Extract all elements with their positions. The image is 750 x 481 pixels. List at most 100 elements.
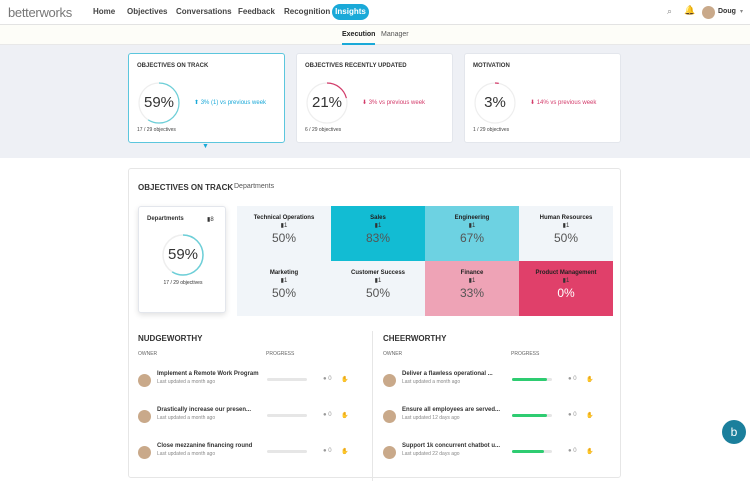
progress-bar	[267, 378, 307, 381]
objective-title[interactable]: Ensure all employees are served...	[402, 407, 501, 413]
nav-recognition[interactable]: Recognition	[284, 7, 331, 16]
dept-cell[interactable]: Engineering ▮1 67%	[425, 206, 519, 261]
dept-cell[interactable]: Product Management ▮1 0%	[519, 261, 613, 316]
dept-cell[interactable]: Marketing ▮1 50%	[237, 261, 331, 316]
selected-indicator-icon: ▼	[202, 143, 209, 150]
dept-cell[interactable]: Finance ▮1 33%	[425, 261, 519, 316]
card-value: 3%	[484, 94, 506, 111]
bell-icon[interactable]: 🔔	[684, 5, 696, 15]
list-item[interactable]: Ensure all employees are served... Last u…	[383, 407, 608, 427]
team-icon: ▮1	[562, 223, 570, 229]
dept-objectives: 17 / 29 objectives	[163, 280, 203, 286]
dept-percent: 50%	[271, 286, 297, 300]
avatar	[138, 446, 151, 459]
comment-count[interactable]: ● 0	[323, 376, 332, 382]
last-updated: Last updated a month ago	[157, 379, 216, 385]
card-delta: ⬇ 14% vs previous week	[530, 100, 597, 106]
avatar	[383, 374, 396, 387]
list-item[interactable]: Support 1k concurrent chatbot u... Last u…	[383, 443, 608, 463]
comment-count[interactable]: ● 0	[568, 412, 577, 418]
dept-cell[interactable]: Sales ▮1 83%	[331, 206, 425, 261]
nav-insights[interactable]: Insights	[332, 4, 369, 20]
progress-header: PROGRESS	[511, 351, 540, 357]
objective-title[interactable]: Implement a Remote Work Program	[157, 371, 259, 377]
tab-manager[interactable]: Manager	[381, 31, 409, 38]
nav-home[interactable]: Home	[93, 7, 116, 16]
comment-count[interactable]: ● 0	[568, 376, 577, 382]
progress-bar	[512, 450, 552, 453]
dept-percent: 50%	[553, 231, 579, 245]
dept-cell[interactable]: Technical Operations ▮1 50%	[237, 206, 331, 261]
chevron-down-icon[interactable]: ▾	[740, 9, 744, 15]
dept-name: Engineering	[454, 215, 490, 221]
list-item[interactable]: Drastically increase our presen... Last u…	[138, 407, 363, 427]
card-count: 17 / 29 objectives	[137, 127, 176, 133]
objective-title[interactable]: Deliver a flawless operational ...	[402, 371, 493, 377]
dept-value: 59%	[167, 246, 199, 263]
dept-percent: 50%	[271, 231, 297, 245]
dept-percent: 0%	[557, 286, 575, 300]
detail-panel: OBJECTIVES ON TRACK Departments Departme…	[128, 168, 621, 481]
divider	[372, 331, 373, 481]
team-icon: ▮1	[374, 278, 382, 284]
avatar	[138, 374, 151, 387]
departments-card[interactable]: Departments ▮8 59% 17 / 29 objectives	[138, 206, 226, 313]
dept-name: Marketing	[269, 270, 299, 276]
cheer-icon[interactable]: ✋	[586, 449, 594, 455]
nav-feedback[interactable]: Feedback	[238, 7, 275, 16]
card-value: 21%	[311, 94, 343, 111]
progress-bar	[267, 414, 307, 417]
list-item[interactable]: Implement a Remote Work Program Last upda…	[138, 371, 363, 391]
dept-ring	[162, 234, 204, 276]
sub-tabs: Execution Manager	[0, 25, 750, 45]
dept-name: Product Management	[535, 270, 597, 276]
team-icon: ▮1	[374, 223, 382, 229]
team-icon: ▮1	[280, 278, 288, 284]
summary-card[interactable]: OBJECTIVES ON TRACK 59% ⬆ 3% (1) vs prev…	[128, 53, 285, 143]
filter-departments[interactable]: Departments	[234, 183, 275, 190]
comment-count[interactable]: ● 0	[323, 448, 332, 454]
comment-count[interactable]: ● 0	[568, 448, 577, 454]
dept-percent: 83%	[365, 231, 391, 245]
list-item[interactable]: Close mezzanine financing round Last upda…	[138, 443, 363, 463]
dept-name: Finance	[460, 270, 484, 276]
summary-card[interactable]: MOTIVATION 3% ⬇ 14% vs previous week 1 /…	[464, 53, 621, 143]
objective-title[interactable]: Drastically increase our presen...	[157, 407, 252, 413]
dept-label: Departments	[147, 216, 184, 222]
avatar[interactable]	[702, 6, 715, 19]
detail-title: OBJECTIVES ON TRACK	[138, 183, 234, 192]
objective-title[interactable]: Support 1k concurrent chatbot u...	[402, 443, 501, 449]
objective-title[interactable]: Close mezzanine financing round	[157, 443, 253, 449]
dept-name: Sales	[370, 215, 386, 221]
summary-card[interactable]: OBJECTIVES RECENTLY UPDATED 21% ⬇ 3% vs …	[296, 53, 453, 143]
progress-ring: 21%	[305, 81, 349, 125]
dept-percent: 50%	[365, 286, 391, 300]
dept-cell[interactable]: Customer Success ▮1 50%	[331, 261, 425, 316]
card-title: OBJECTIVES RECENTLY UPDATED	[305, 63, 407, 69]
comment-count[interactable]: ● 0	[323, 412, 332, 418]
user-name[interactable]: Doug	[718, 8, 736, 15]
nav-conversations[interactable]: Conversations	[176, 7, 232, 16]
help-button[interactable]: b	[722, 420, 746, 444]
cheer-icon[interactable]: ✋	[586, 377, 594, 383]
cheer-icon[interactable]: ✋	[341, 413, 349, 419]
cheer-icon[interactable]: ✋	[586, 413, 594, 419]
list-item[interactable]: Deliver a flawless operational ... Last u…	[383, 371, 608, 391]
card-count: 1 / 29 objectives	[473, 127, 510, 133]
last-updated: Last updated 12 days ago	[402, 415, 460, 421]
tab-execution[interactable]: Execution	[342, 31, 376, 45]
nudge-title: NUDGEWORTHY	[138, 334, 203, 343]
progress-bar	[512, 378, 552, 381]
last-updated: Last updated a month ago	[157, 415, 216, 421]
card-title: MOTIVATION	[473, 63, 510, 69]
progress-ring: 3%	[473, 81, 517, 125]
dept-cell[interactable]: Human Resources ▮1 50%	[519, 206, 613, 261]
logo[interactable]: betterworks	[8, 5, 72, 20]
cheer-icon[interactable]: ✋	[341, 449, 349, 455]
nav-objectives[interactable]: Objectives	[127, 7, 168, 16]
owner-header: OWNER	[138, 351, 158, 357]
card-title: OBJECTIVES ON TRACK	[137, 63, 209, 69]
cheer-icon[interactable]: ✋	[341, 377, 349, 383]
search-icon[interactable]: ⌕	[667, 6, 673, 16]
card-delta: ⬆ 3% (1) vs previous week	[194, 100, 267, 106]
